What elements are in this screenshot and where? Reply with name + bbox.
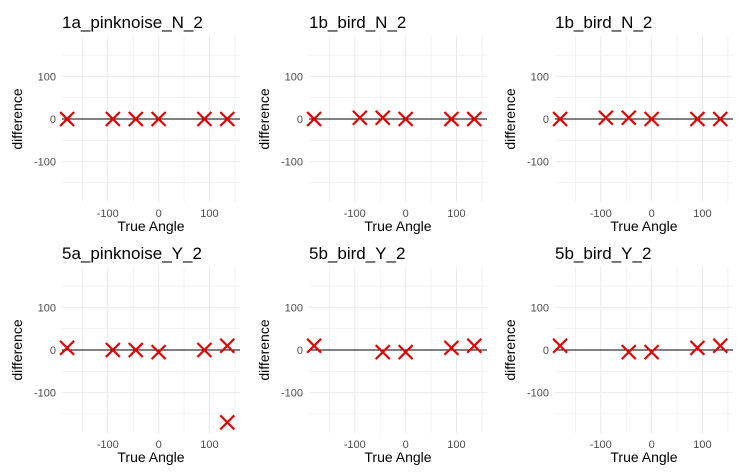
y-tick-label: 100 <box>38 71 56 83</box>
data-point-marker <box>552 337 568 354</box>
y-tick-label: -100 <box>34 388 56 400</box>
y-tick-label: 0 <box>297 114 303 126</box>
data-point-marker <box>466 111 483 127</box>
x-tick-label: -100 <box>97 439 119 451</box>
x-tick-label: -100 <box>344 439 366 451</box>
x-tick-label: 0 <box>156 208 162 220</box>
x-tick-label: -100 <box>344 208 366 220</box>
x-axis-title: True Angle <box>364 218 431 234</box>
y-tick-label: 100 <box>285 302 303 314</box>
data-point-marker <box>712 337 729 354</box>
data-point-marker <box>105 342 121 358</box>
x-tick-label: 100 <box>693 208 711 220</box>
x-tick-label: 0 <box>403 208 409 220</box>
x-axis-title: True Angle <box>117 218 184 234</box>
data-point-marker <box>196 111 213 127</box>
x-tick-label: -100 <box>97 208 119 220</box>
data-point-marker <box>105 111 121 127</box>
data-point-marker <box>219 111 236 127</box>
y-tick-label: 0 <box>543 345 549 357</box>
data-point-marker <box>712 111 729 127</box>
y-tick-label: 100 <box>531 71 549 83</box>
x-tick-label: 0 <box>156 439 162 451</box>
x-tick-label: 100 <box>447 439 465 451</box>
data-point-marker <box>219 337 236 354</box>
y-tick-label: 0 <box>50 114 56 126</box>
y-axis-title: difference <box>9 88 25 149</box>
y-tick-label: 100 <box>285 71 303 83</box>
data-point-marker <box>196 342 213 358</box>
y-tick-label: -100 <box>281 157 303 169</box>
data-point-marker <box>443 340 460 356</box>
data-point-marker <box>127 342 144 358</box>
y-tick-label: -100 <box>527 388 549 400</box>
y-axis-title: difference <box>256 88 272 149</box>
y-axis-title: difference <box>502 88 518 149</box>
panel-title: 5a_pinknoise_Y_2 <box>62 244 202 263</box>
data-point-marker <box>59 111 75 127</box>
data-point-marker <box>443 111 460 127</box>
x-tick-label: 100 <box>200 439 218 451</box>
x-tick-label: 0 <box>649 439 655 451</box>
panel-title: 5b_bird_Y_2 <box>555 244 651 263</box>
y-axis-title: difference <box>9 319 25 380</box>
data-point-marker <box>306 337 322 354</box>
data-point-marker <box>620 344 637 360</box>
data-point-marker <box>59 340 75 356</box>
data-point-marker <box>397 344 414 360</box>
data-point-marker <box>643 111 660 127</box>
y-tick-label: 100 <box>531 302 549 314</box>
data-point-marker <box>689 111 706 127</box>
data-point-marker <box>643 344 660 360</box>
panel-title: 5b_bird_Y_2 <box>309 244 405 263</box>
x-tick-label: 0 <box>403 439 409 451</box>
data-point-marker <box>219 414 236 431</box>
data-point-marker <box>150 111 167 127</box>
y-tick-label: -100 <box>527 157 549 169</box>
x-tick-label: -100 <box>590 439 612 451</box>
y-tick-label: 100 <box>38 302 56 314</box>
panel-title: 1a_pinknoise_N_2 <box>62 13 203 32</box>
x-axis-title: True Angle <box>364 449 431 465</box>
panel-title: 1b_bird_N_2 <box>555 13 652 32</box>
x-tick-label: 100 <box>200 208 218 220</box>
x-axis-title: True Angle <box>610 449 677 465</box>
data-point-marker <box>466 337 483 354</box>
x-tick-label: -100 <box>590 208 612 220</box>
data-point-marker <box>306 111 322 127</box>
y-tick-label: 0 <box>543 114 549 126</box>
y-axis-title: difference <box>502 319 518 380</box>
y-tick-label: -100 <box>34 157 56 169</box>
data-point-marker <box>374 109 391 126</box>
data-point-marker <box>352 109 368 126</box>
x-axis-title: True Angle <box>117 449 184 465</box>
data-point-marker <box>127 111 144 127</box>
data-point-marker <box>598 109 614 126</box>
x-axis-title: True Angle <box>610 218 677 234</box>
y-tick-label: 0 <box>50 345 56 357</box>
data-point-marker <box>552 111 568 127</box>
y-tick-label: 0 <box>297 345 303 357</box>
x-tick-label: 100 <box>693 439 711 451</box>
data-point-marker <box>150 344 167 360</box>
data-point-marker <box>689 340 706 356</box>
y-tick-label: -100 <box>281 388 303 400</box>
x-tick-label: 0 <box>649 208 655 220</box>
data-point-marker <box>620 109 637 126</box>
data-point-marker <box>374 344 391 360</box>
y-axis-title: difference <box>256 319 272 380</box>
panel-title: 1b_bird_N_2 <box>309 13 406 32</box>
x-tick-label: 100 <box>447 208 465 220</box>
data-point-marker <box>397 111 414 127</box>
